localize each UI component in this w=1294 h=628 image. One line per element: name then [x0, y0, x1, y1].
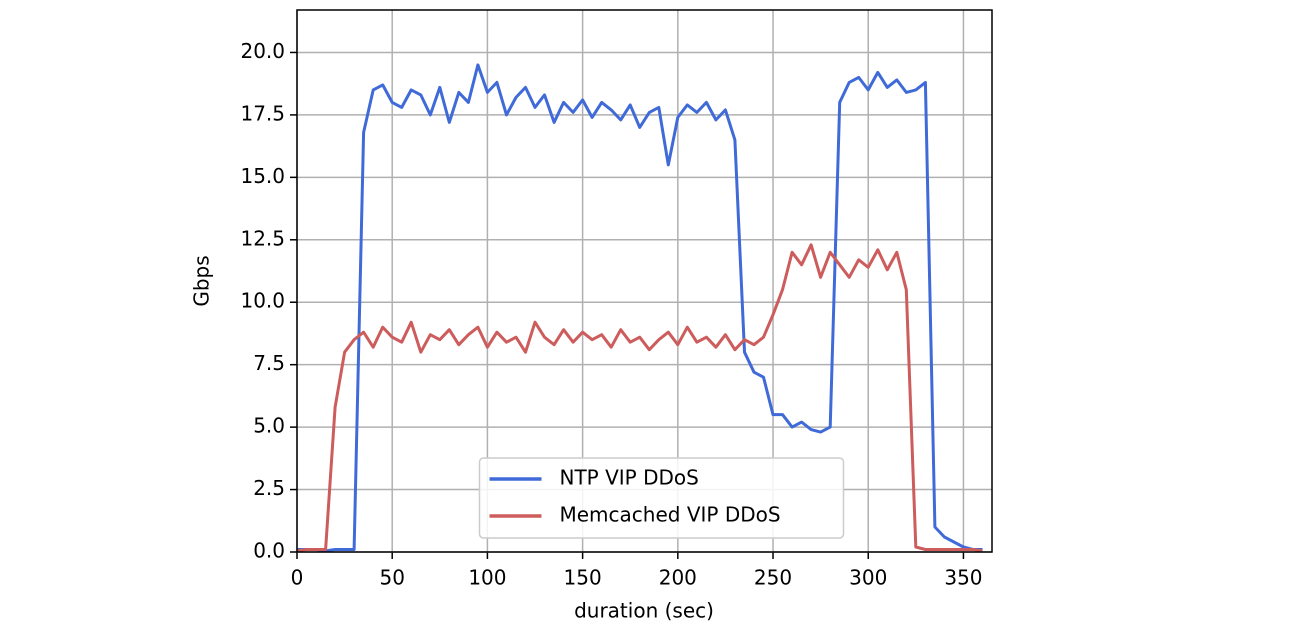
y-tick-label: 2.5: [253, 476, 285, 500]
y-tick-label: 20.0: [240, 39, 285, 63]
legend-label: Memcached VIP DDoS: [560, 503, 781, 527]
series-line: [296, 243, 983, 553]
x-tick-label: 300: [849, 566, 887, 590]
x-tick-label: 200: [659, 566, 697, 590]
y-tick-label: 0.0: [253, 539, 285, 563]
y-tick-label: 10.0: [240, 289, 285, 313]
legend: NTP VIP DDoS Memcached VIP DDoS: [478, 457, 845, 539]
x-tick-label: 100: [468, 566, 506, 590]
x-tick-label: 150: [564, 566, 602, 590]
x-tick-label: 350: [944, 566, 982, 590]
y-tick-label: 15.0: [240, 164, 285, 188]
x-axis-label: duration (sec): [574, 599, 714, 623]
x-tick-label: 250: [754, 566, 792, 590]
legend-box: [478, 457, 845, 539]
y-tick-label: 12.5: [240, 226, 285, 250]
plot-frame: [296, 9, 993, 553]
series-line: [297, 63, 983, 553]
y-tick-label: 5.0: [253, 414, 285, 438]
x-tick-label: 0: [291, 566, 304, 590]
legend-label: NTP VIP DDoS: [560, 466, 699, 490]
x-tick-label: 50: [379, 566, 404, 590]
y-tick-label: 17.5: [240, 101, 285, 125]
y-axis-label: Gbps: [190, 255, 214, 306]
y-tick-label: 7.5: [253, 351, 285, 375]
